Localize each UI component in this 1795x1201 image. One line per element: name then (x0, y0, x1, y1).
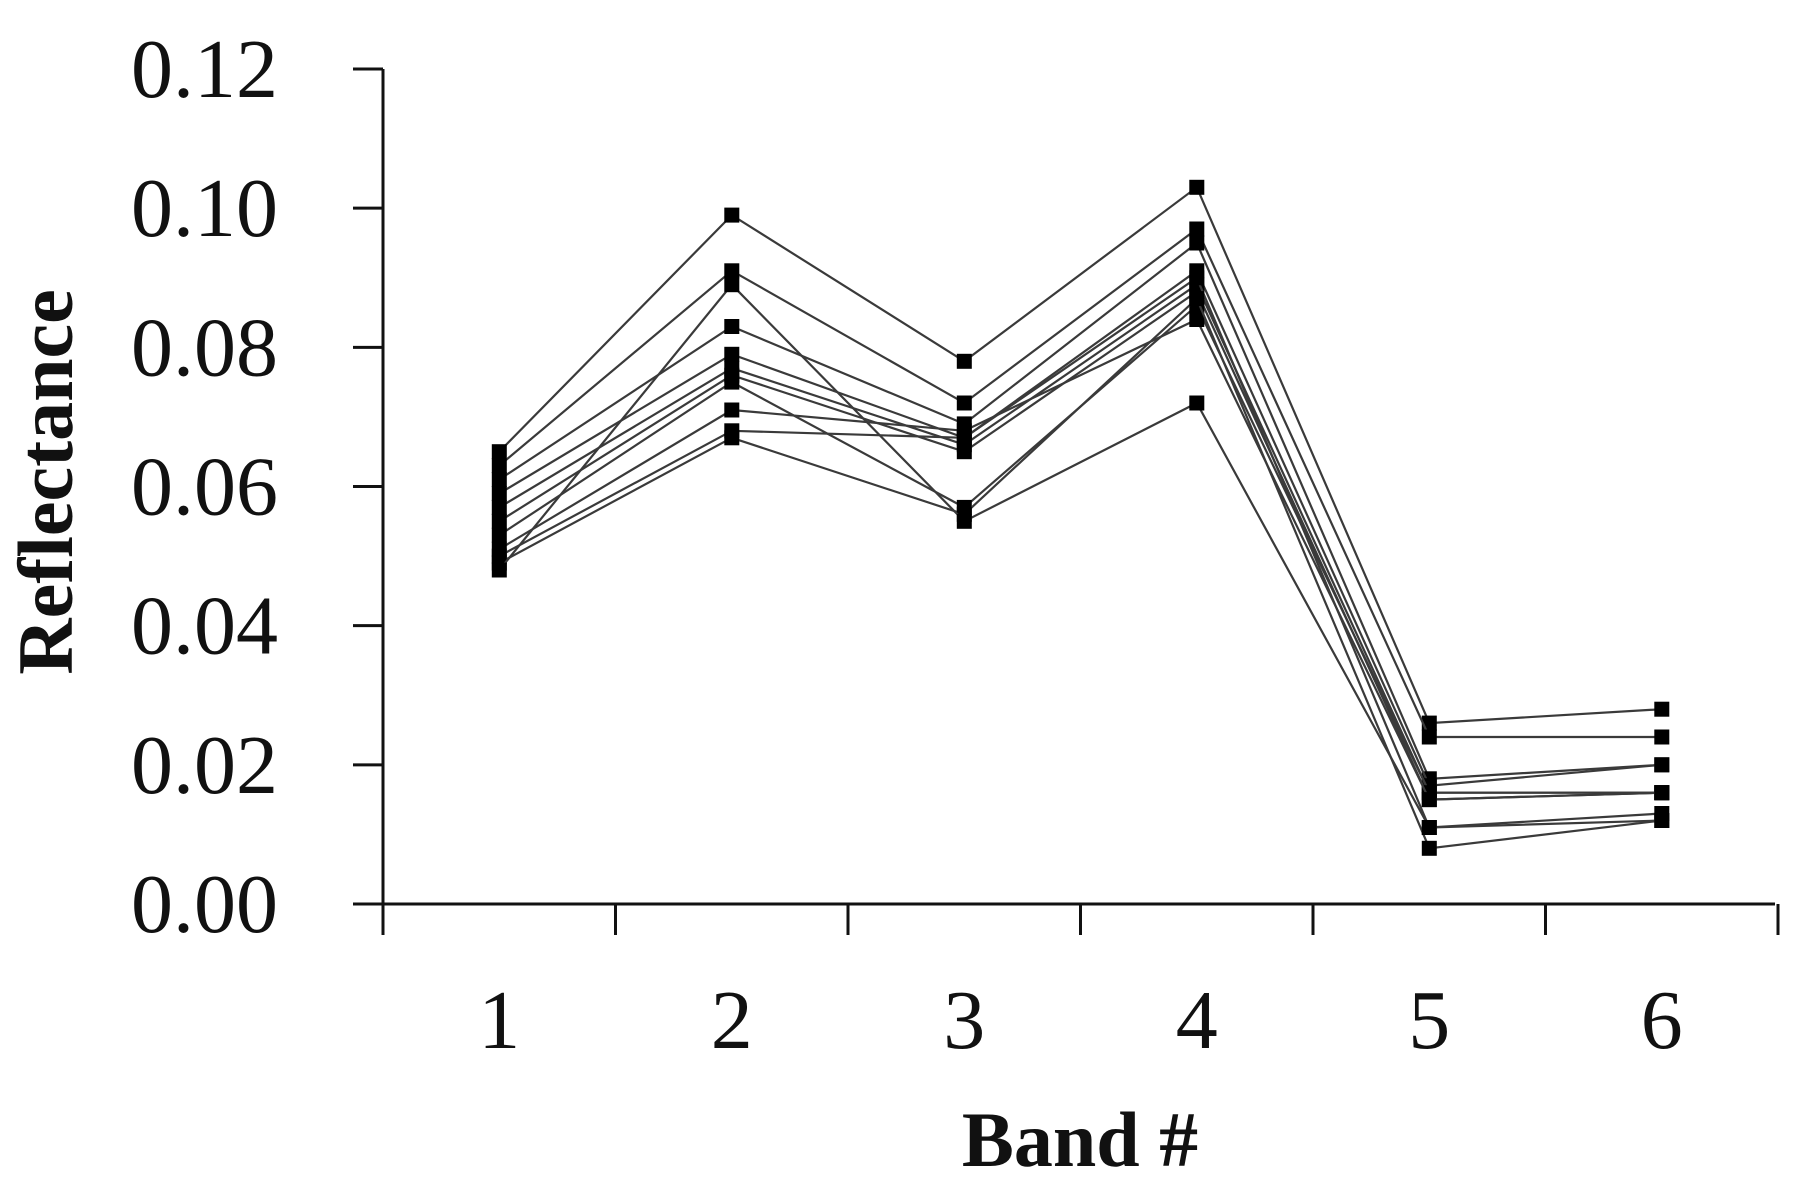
series-line (498, 227, 1662, 739)
data-point (956, 395, 972, 411)
data-point (491, 444, 507, 460)
data-point (1421, 840, 1437, 856)
y-tick-label: 0.02 (131, 719, 278, 812)
data-point (1421, 729, 1437, 745)
series-line (498, 241, 1662, 780)
data-point (1189, 221, 1205, 237)
data-point (491, 458, 507, 474)
series-line (498, 296, 1662, 850)
data-point (956, 444, 972, 460)
data-point (1654, 701, 1670, 717)
series-line (498, 318, 1662, 801)
y-tick-label: 0.08 (131, 301, 278, 394)
series-1 (491, 179, 1670, 731)
y-tick-label: 0.00 (131, 858, 278, 951)
x-tick-label: 5 (1408, 974, 1450, 1067)
x-tick-label: 6 (1641, 974, 1683, 1067)
data-point (491, 499, 507, 515)
data-point (1189, 312, 1205, 327)
series-2 (491, 221, 1670, 745)
y-tick-label: 0.04 (131, 580, 278, 673)
series-line (498, 290, 1662, 801)
data-point (491, 513, 507, 529)
data-point (724, 402, 740, 418)
data-point (724, 374, 740, 390)
data-point (956, 353, 972, 369)
data-point (724, 346, 740, 362)
series-7 (491, 298, 1670, 801)
data-point (1189, 235, 1205, 251)
data-point (724, 277, 740, 293)
series-line (498, 283, 1662, 794)
data-point (724, 207, 740, 223)
data-point (491, 486, 507, 501)
series-line (498, 185, 1662, 725)
data-point (724, 319, 740, 334)
data-point (1189, 291, 1205, 307)
series-11 (491, 277, 1670, 835)
y-axis-title: Reflectance (2, 289, 89, 674)
data-point (1421, 820, 1437, 835)
data-point (1421, 792, 1437, 808)
y-tick-label: 0.10 (131, 162, 278, 255)
series-line (498, 269, 1662, 787)
data-point (724, 430, 740, 446)
x-tick-label: 3 (943, 974, 985, 1067)
x-tick-label: 1 (478, 974, 520, 1067)
y-tick-label: 0.12 (131, 23, 278, 116)
data-point (724, 263, 740, 279)
data-point (1654, 813, 1670, 828)
series-line (498, 283, 1662, 829)
data-point (1189, 179, 1205, 195)
data-point (1189, 395, 1205, 411)
series-4 (491, 263, 1670, 794)
series-3 (491, 235, 1670, 787)
x-tick-label: 4 (1176, 974, 1218, 1067)
data-point (1654, 785, 1670, 801)
x-tick-label: 2 (711, 974, 753, 1067)
chart-axes: 0.00 0.02 0.04 0.06 0.08 0.10 0.12 1 2 3 4 5 6 (131, 23, 1780, 1067)
data-point (1654, 729, 1670, 745)
data-point (491, 562, 507, 578)
data-point (956, 513, 972, 529)
x-axis-title: Band # (962, 1096, 1198, 1183)
chart-series (491, 179, 1670, 856)
data-point (491, 472, 507, 487)
data-point (1189, 270, 1205, 286)
y-tick-label: 0.06 (131, 441, 278, 534)
series-8 (491, 312, 1670, 808)
data-point (1654, 757, 1670, 773)
series-line (498, 276, 1662, 829)
data-point (956, 430, 972, 446)
data-point (491, 527, 507, 543)
